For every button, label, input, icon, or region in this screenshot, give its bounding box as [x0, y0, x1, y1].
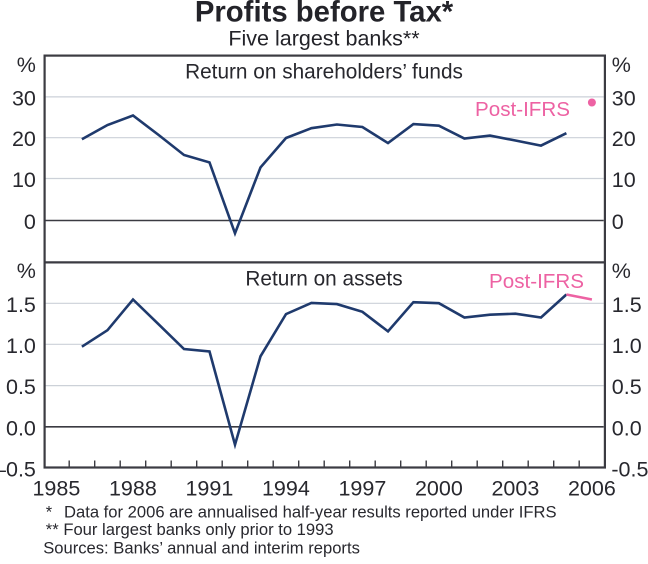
svg-text:0.0: 0.0	[612, 416, 642, 440]
svg-text:Five largest banks**: Five largest banks**	[228, 27, 420, 51]
svg-text:Post-IFRS: Post-IFRS	[475, 98, 570, 121]
svg-text:20: 20	[12, 127, 36, 151]
svg-text:0.5: 0.5	[6, 375, 36, 399]
svg-text:1.0: 1.0	[612, 334, 642, 358]
svg-text:%: %	[612, 259, 631, 283]
svg-text:1.5: 1.5	[612, 293, 642, 317]
svg-text:20: 20	[612, 127, 636, 151]
svg-text:2000: 2000	[415, 477, 463, 501]
svg-text:1994: 1994	[262, 477, 310, 501]
svg-text:1988: 1988	[109, 477, 157, 501]
svg-text:10: 10	[12, 168, 36, 192]
svg-text:30: 30	[612, 86, 636, 110]
svg-text:–0.5: –0.5	[0, 457, 36, 481]
svg-text:%: %	[612, 53, 631, 77]
svg-text:1991: 1991	[185, 477, 233, 501]
svg-text:Data for 2006 are annualised h: Data for 2006 are annualised half-year r…	[64, 502, 557, 521]
svg-text:-0.5: -0.5	[611, 457, 648, 481]
svg-text:Return on shareholders’ funds: Return on shareholders’ funds	[185, 61, 463, 84]
svg-text:2006: 2006	[568, 477, 616, 501]
svg-text:2003: 2003	[491, 477, 539, 501]
svg-text:Post-IFRS: Post-IFRS	[489, 270, 584, 293]
svg-text:** Four largest banks only pri: ** Four largest banks only prior to 1993	[46, 520, 334, 539]
svg-text:10: 10	[612, 168, 636, 192]
svg-text:1.5: 1.5	[6, 293, 36, 317]
svg-text:%: %	[17, 53, 36, 77]
svg-text:0: 0	[612, 210, 624, 234]
svg-text:Return on assets: Return on assets	[245, 267, 402, 290]
svg-text:30: 30	[12, 86, 36, 110]
svg-text:1985: 1985	[32, 477, 80, 501]
svg-text:0.5: 0.5	[612, 375, 642, 399]
svg-text:%: %	[17, 259, 36, 283]
svg-text:*: *	[46, 502, 53, 521]
svg-text:0.0: 0.0	[6, 416, 36, 440]
svg-text:Profits before Tax*: Profits before Tax*	[195, 0, 454, 29]
svg-text:1997: 1997	[338, 477, 386, 501]
svg-text:1.0: 1.0	[6, 334, 36, 358]
svg-text:Sources: Banks’ annual and int: Sources: Banks’ annual and interim repor…	[43, 539, 360, 558]
svg-text:0: 0	[24, 210, 36, 234]
